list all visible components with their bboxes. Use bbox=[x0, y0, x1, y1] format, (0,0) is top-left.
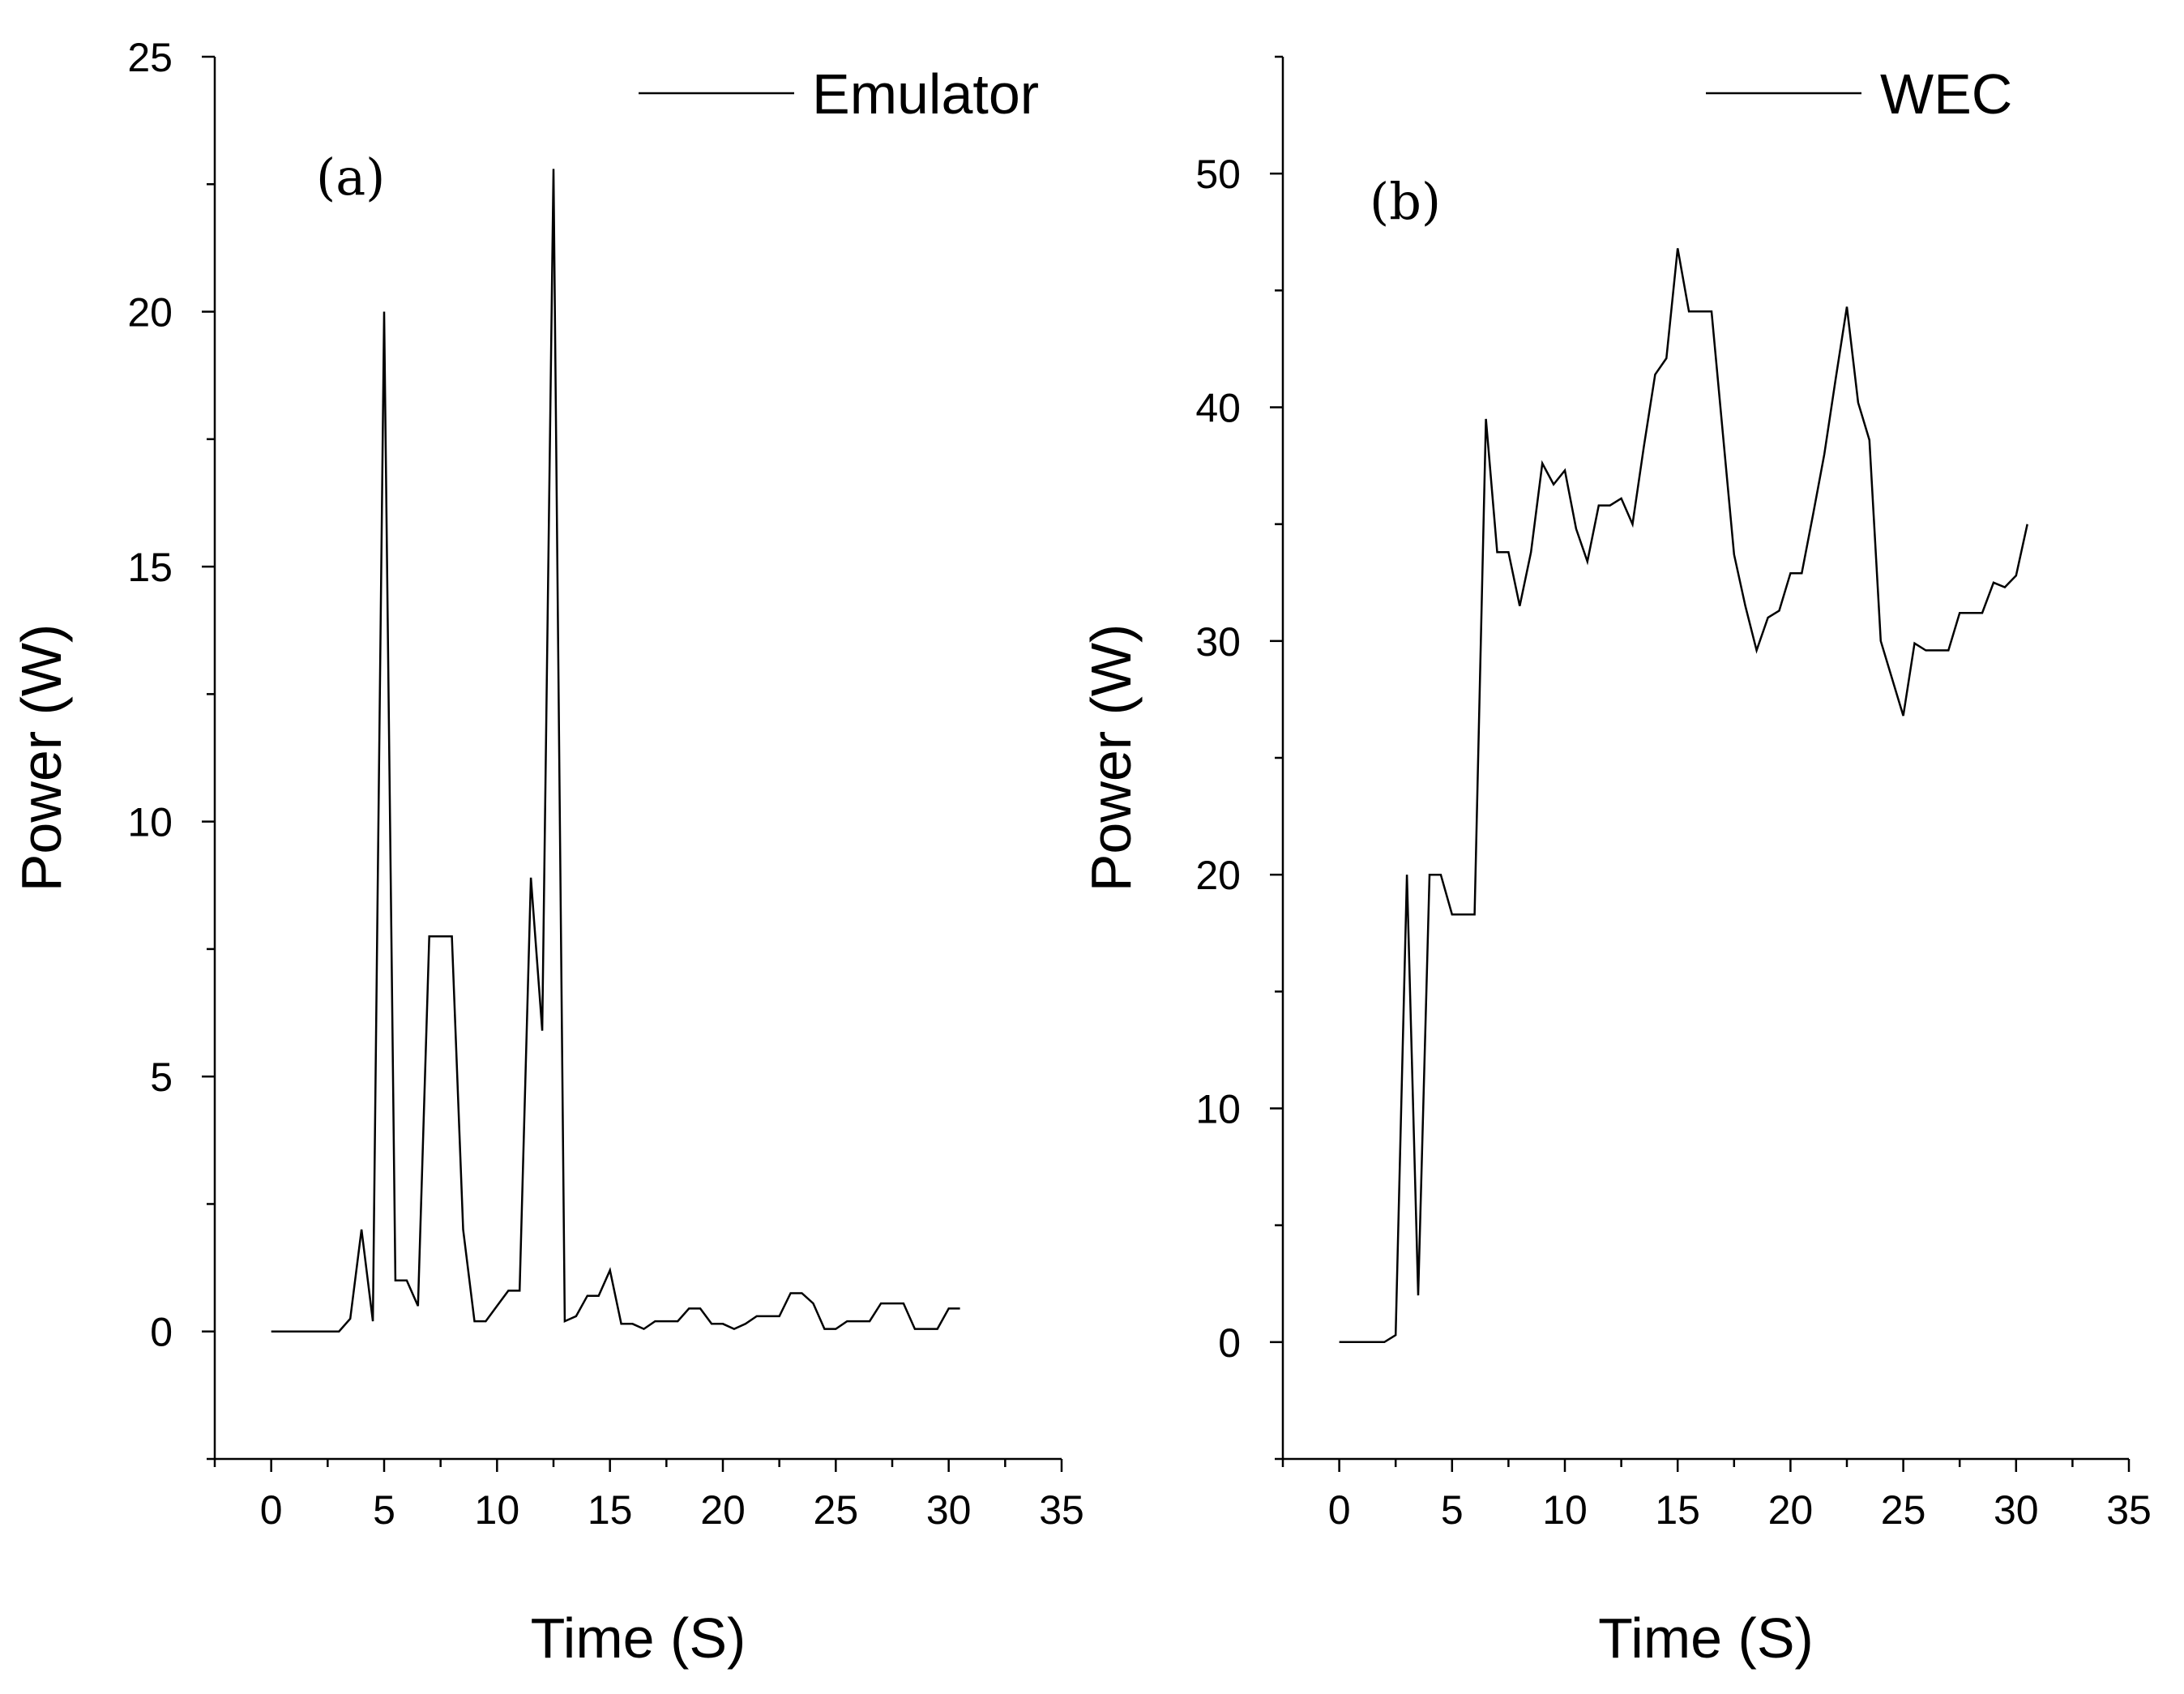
y-tick-label: 20 bbox=[1195, 853, 1241, 898]
x-tick-label: 5 bbox=[373, 1487, 395, 1533]
x-tick-label: 30 bbox=[1994, 1487, 2039, 1533]
x-tick-label: 30 bbox=[926, 1487, 972, 1533]
x-tick-label: 25 bbox=[814, 1487, 859, 1533]
y-tick-label: 40 bbox=[1195, 386, 1241, 431]
y-tick-label: 10 bbox=[127, 800, 173, 845]
x-tick-label: 35 bbox=[1039, 1487, 1084, 1533]
y-tick-label: 25 bbox=[127, 35, 173, 80]
y-tick-label: 50 bbox=[1195, 152, 1241, 197]
x-tick-label: 15 bbox=[1655, 1487, 1700, 1533]
x-tick-label: 25 bbox=[1881, 1487, 1926, 1533]
y-axis-title: Power (W) bbox=[1079, 624, 1143, 892]
y-tick-label: 15 bbox=[127, 545, 173, 590]
y-tick-label: 30 bbox=[1195, 619, 1241, 665]
x-tick-label: 0 bbox=[1328, 1487, 1351, 1533]
x-axis-title: Time (S) bbox=[531, 1606, 746, 1670]
y-tick-label: 0 bbox=[150, 1310, 173, 1355]
y-tick-label: 10 bbox=[1195, 1087, 1241, 1132]
y-axis-title: Power (W) bbox=[10, 624, 73, 892]
series-line-emulator bbox=[271, 169, 960, 1333]
x-tick-label: 20 bbox=[700, 1487, 746, 1533]
y-tick-label: 0 bbox=[1218, 1320, 1241, 1366]
x-tick-label: 0 bbox=[260, 1487, 283, 1533]
legend-label: Emulator bbox=[812, 62, 1039, 126]
x-tick-label: 15 bbox=[588, 1487, 633, 1533]
series-line-wec bbox=[1339, 248, 2028, 1344]
x-tick-label: 20 bbox=[1768, 1487, 1814, 1533]
panel-label: (b) bbox=[1370, 172, 1441, 231]
y-tick-label: 20 bbox=[127, 290, 173, 336]
panel-label: (a) bbox=[316, 148, 385, 207]
panel-a: 0 5 10 15 20 25 30 35 0 5 10 15 20 25 Time (S) Power (W… bbox=[10, 35, 1084, 1670]
panel-b: 0 5 10 15 20 25 30 35 0 10 20 30 40 50 Time (S) Power (… bbox=[1079, 55, 2152, 1670]
x-axis-title: Time (S) bbox=[1598, 1606, 1814, 1670]
x-tick-label: 10 bbox=[475, 1487, 520, 1533]
x-tick-label: 10 bbox=[1542, 1487, 1588, 1533]
x-tick-label: 5 bbox=[1441, 1487, 1464, 1533]
y-tick-label: 5 bbox=[150, 1054, 173, 1100]
legend-label: WEC bbox=[1880, 62, 2012, 126]
x-tick-label: 35 bbox=[2106, 1487, 2152, 1533]
